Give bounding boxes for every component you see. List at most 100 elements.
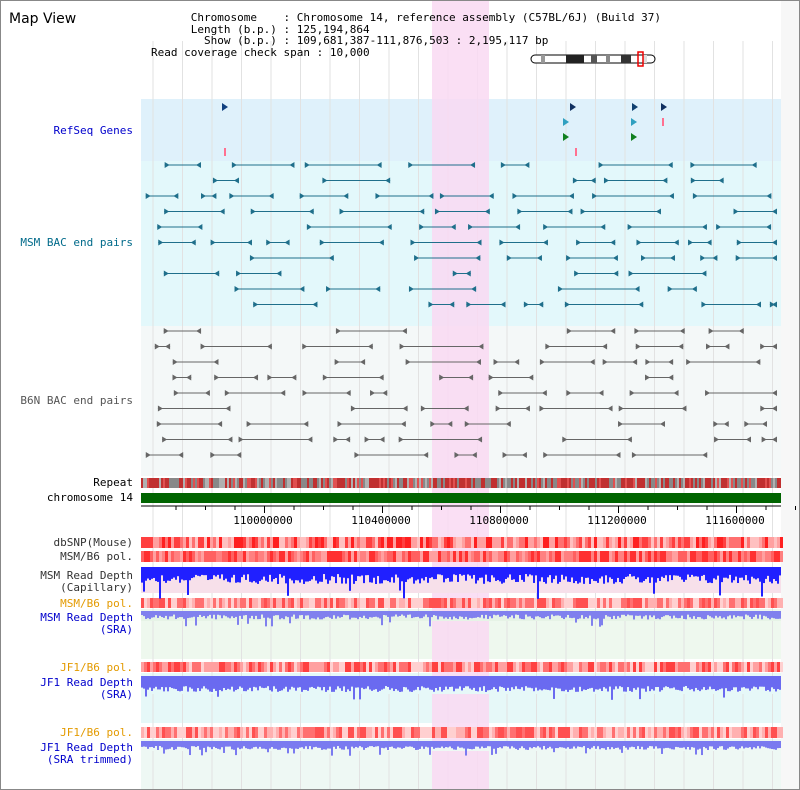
msm-bac-end	[500, 162, 506, 168]
jf1-b6-pol-cell	[405, 662, 408, 672]
msm-b6-pol2-cell	[456, 598, 459, 608]
jf1-b6-pol-cell	[468, 662, 471, 672]
jf1-b6-pol-cell	[306, 662, 309, 672]
jf1-trim-depth-bar	[725, 741, 727, 750]
msm-cap-depth-bar	[615, 567, 617, 583]
track-label-jf1-b6-pol-1[interactable]: JF1/B6 pol.	[60, 661, 133, 674]
msm-bac-end	[268, 193, 274, 199]
track-label-msm-read-depth-sra[interactable]: MSM Read Depth (SRA)	[40, 612, 133, 636]
jf1-trim-depth-bar	[397, 741, 399, 748]
jf1-sra-depth-bar	[497, 676, 499, 692]
msm-sra-depth-bar	[489, 611, 491, 617]
msm-cap-depth-bar	[469, 567, 471, 576]
jf1-b6-pol-cell	[366, 662, 369, 672]
msm-cap-depth-bar	[443, 567, 445, 583]
msm-b6-pol-cell	[315, 551, 318, 562]
msm-b6-pol-cell	[765, 551, 768, 562]
track-label-msm-bac[interactable]: MSM BAC end pairs	[20, 236, 133, 249]
jf1-trim-depth-bar	[281, 741, 283, 748]
jf1-b6-pol2-cell	[249, 727, 252, 738]
gene-marker	[563, 133, 569, 141]
b6n-bac-end	[399, 343, 405, 350]
track-label-dbsnp[interactable]: dbSNP(Mouse)	[53, 536, 133, 549]
msm-b6-pol2-cell	[165, 598, 168, 608]
msm-sra-depth-bar	[517, 611, 519, 615]
msm-b6-pol2-cell	[402, 598, 405, 608]
repeat-segment	[635, 478, 637, 488]
msm-sra-depth-bar	[331, 611, 333, 619]
msm-cap-depth-bar	[545, 567, 547, 584]
dbsnp-cell	[264, 537, 267, 548]
msm-cap-depth-bar	[305, 567, 307, 582]
jf1-sra-depth-bar	[473, 676, 475, 688]
jf1-trim-depth-bar	[607, 741, 609, 747]
track-label-msm-b6-pol-1[interactable]: MSM/B6 pol.	[60, 550, 133, 563]
jf1-b6-pol2-cell	[600, 727, 603, 738]
msm-bac-end	[266, 239, 272, 246]
jf1-b6-pol2-cell	[144, 727, 147, 738]
jf1-b6-pol-cell	[198, 662, 201, 672]
jf1-b6-pol2-cell	[483, 727, 486, 738]
msm-cap-depth-bar	[571, 567, 573, 578]
msm-sra-depth-bar	[439, 611, 441, 617]
repeat-segment	[485, 478, 487, 488]
b6n-bac-end	[334, 359, 340, 365]
msm-b6-pol-cell	[456, 551, 459, 562]
track-label-refseq-genes[interactable]: RefSeq Genes	[53, 124, 133, 137]
repeat-segment	[413, 478, 415, 488]
track-label-jf1-b6-pol-2[interactable]: JF1/B6 pol.	[60, 726, 133, 739]
msm-sra-depth-bar	[161, 611, 163, 618]
track-label-msm-b6-pol-2[interactable]: MSM/B6 pol.	[60, 597, 133, 610]
msm-b6-pol2-cell	[483, 598, 486, 608]
msm-cap-depth-bar	[775, 567, 777, 582]
msm-bac-end	[701, 224, 707, 230]
msm-b6-pol-cell	[720, 551, 723, 562]
msm-cap-depth-bar	[213, 567, 215, 576]
msm-cap-depth-bar	[485, 567, 487, 575]
repeat-segment	[491, 478, 493, 488]
msm-cap-depth-bar	[733, 567, 735, 581]
msm-b6-pol2-cell	[252, 598, 255, 608]
msm-b6-pol2-cell	[690, 598, 693, 608]
jf1-trim-depth-bar	[593, 741, 595, 747]
msm-sra-depth-bar	[763, 611, 765, 616]
jf1-sra-depth-bar	[165, 676, 167, 688]
msm-cap-depth-bar	[643, 567, 645, 581]
jf1-trim-depth-bar	[169, 741, 171, 749]
jf1-trim-depth-bar	[589, 741, 591, 750]
track-label-jf1-read-depth-sra[interactable]: JF1 Read Depth (SRA)	[40, 677, 133, 701]
b6n-bac-end	[291, 374, 297, 381]
track-label-repeat: Repeat	[93, 476, 133, 489]
jf1-sra-depth-bar	[461, 676, 463, 691]
msm-sra-depth-bar	[745, 611, 747, 615]
jf1-trim-depth-bar	[515, 741, 517, 749]
msm-bac-end	[428, 193, 434, 199]
repeat-segment	[751, 478, 753, 488]
jf1-sra-depth-bar	[487, 676, 489, 691]
dbsnp-cell	[609, 537, 612, 548]
msm-sra-depth-bar	[713, 611, 715, 619]
repeat-segment	[381, 478, 383, 488]
repeat-segment	[453, 478, 455, 488]
msm-cap-depth-bar	[549, 567, 551, 576]
track-label-jf1-read-depth-trimmed[interactable]: JF1 Read Depth (SRA trimmed)	[40, 742, 133, 766]
jf1-b6-pol-cell	[276, 662, 279, 672]
msm-bac-end	[375, 286, 381, 292]
jf1-b6-pol2-cell	[282, 727, 285, 738]
msm-sra-depth-bar	[755, 611, 757, 615]
track-label-msm-read-depth-cap[interactable]: MSM Read Depth (Capillary)	[40, 570, 133, 594]
msm-bac-end	[343, 193, 349, 199]
msm-b6-pol2-cell	[183, 598, 186, 608]
dbsnp-cell	[537, 537, 540, 548]
msm-b6-pol2-cell	[282, 598, 285, 608]
jf1-trim-depth-bar	[209, 741, 211, 748]
jf1-b6-pol-cell	[381, 662, 384, 672]
msm-cap-depth-bar	[547, 567, 549, 578]
repeat-segment	[615, 478, 617, 488]
dbsnp-cell	[165, 537, 168, 548]
msm-b6-pol-cell	[369, 551, 372, 562]
msm-b6-pol-cell	[645, 551, 648, 562]
jf1-trim-depth-bar	[665, 741, 667, 748]
track-label-b6n-bac[interactable]: B6N BAC end pairs	[20, 394, 133, 407]
